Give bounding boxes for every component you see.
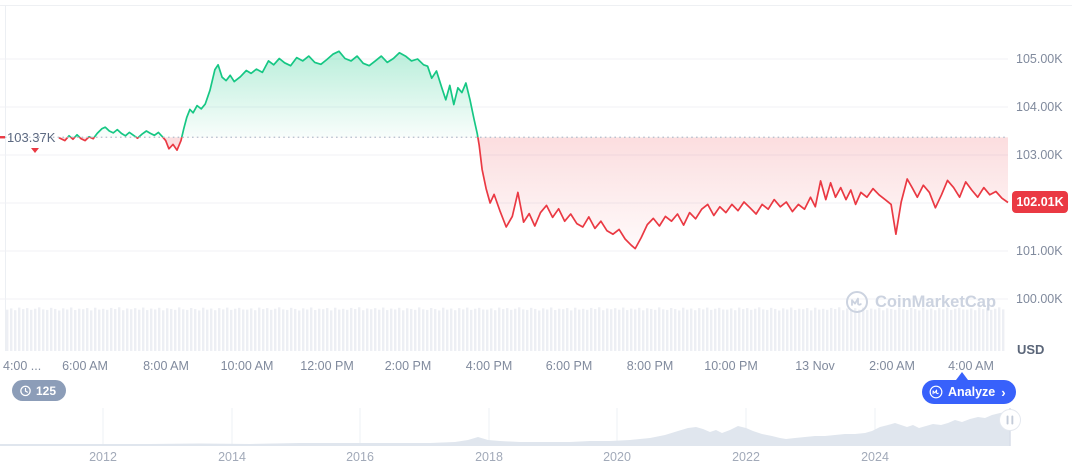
x-axis-tick: 6:00 PM — [545, 359, 593, 373]
coinmarketcap-watermark: CoinMarketCap — [845, 290, 996, 314]
y-axis-label: 103.00K — [1016, 148, 1063, 162]
y-axis-label: 101.00K — [1016, 244, 1063, 258]
analyze-tooltip-caret — [956, 372, 968, 380]
timeline-scrubber[interactable] — [0, 406, 1072, 448]
history-count-badge[interactable]: 125 — [12, 380, 67, 401]
baseline-price-label: 103.37K — [7, 130, 56, 145]
x-axis-tick: 8:00 PM — [626, 359, 674, 373]
coinmarketcap-logo-icon — [846, 291, 868, 313]
timeline-year-label: 2018 — [475, 450, 503, 464]
currency-unit-label: USD — [1017, 342, 1045, 357]
timeline-year-label: 2022 — [732, 450, 760, 464]
x-axis-tick: 2:00 AM — [869, 359, 915, 373]
watermark-text: CoinMarketCap — [875, 292, 997, 311]
y-axis-label: 100.00K — [1016, 292, 1063, 306]
x-axis-tick: 2:00 PM — [384, 359, 432, 373]
price-down-arrow-icon — [31, 148, 39, 153]
timeline-year-label: 2024 — [861, 450, 889, 464]
analyze-label: Analyze — [948, 385, 996, 399]
coinmarketcap-logo-icon — [929, 385, 943, 399]
x-axis-tick: 10:00 PM — [704, 359, 758, 373]
x-axis-tick: 10:00 AM — [220, 359, 274, 373]
y-axis-label: 104.00K — [1016, 100, 1063, 114]
timeline-year-label: 2012 — [89, 450, 117, 464]
x-axis-tick: 4:00 PM — [465, 359, 513, 373]
x-axis-tick: 8:00 AM — [143, 359, 189, 373]
analyze-button[interactable]: Analyze › — [922, 380, 1016, 404]
y-axis-label: 105.00K — [1016, 52, 1063, 66]
x-axis-tick: 12:00 PM — [300, 359, 354, 373]
x-axis-tick: 13 Nov — [795, 359, 835, 373]
chevron-right-icon: › — [1001, 384, 1006, 400]
x-axis-tick: 4:00 ... — [3, 359, 42, 373]
timeline-year-label: 2016 — [346, 450, 374, 464]
x-axis-tick: 4:00 AM — [948, 359, 994, 373]
x-axis-tick: 6:00 AM — [62, 359, 108, 373]
timeline-range-handle[interactable] — [999, 409, 1021, 431]
history-count: 125 — [36, 383, 57, 398]
current-price-badge: 102.01K — [1012, 191, 1068, 213]
history-clock-icon — [20, 385, 31, 397]
timeline-year-label: 2014 — [218, 450, 246, 464]
timeline-year-label: 2020 — [603, 450, 631, 464]
